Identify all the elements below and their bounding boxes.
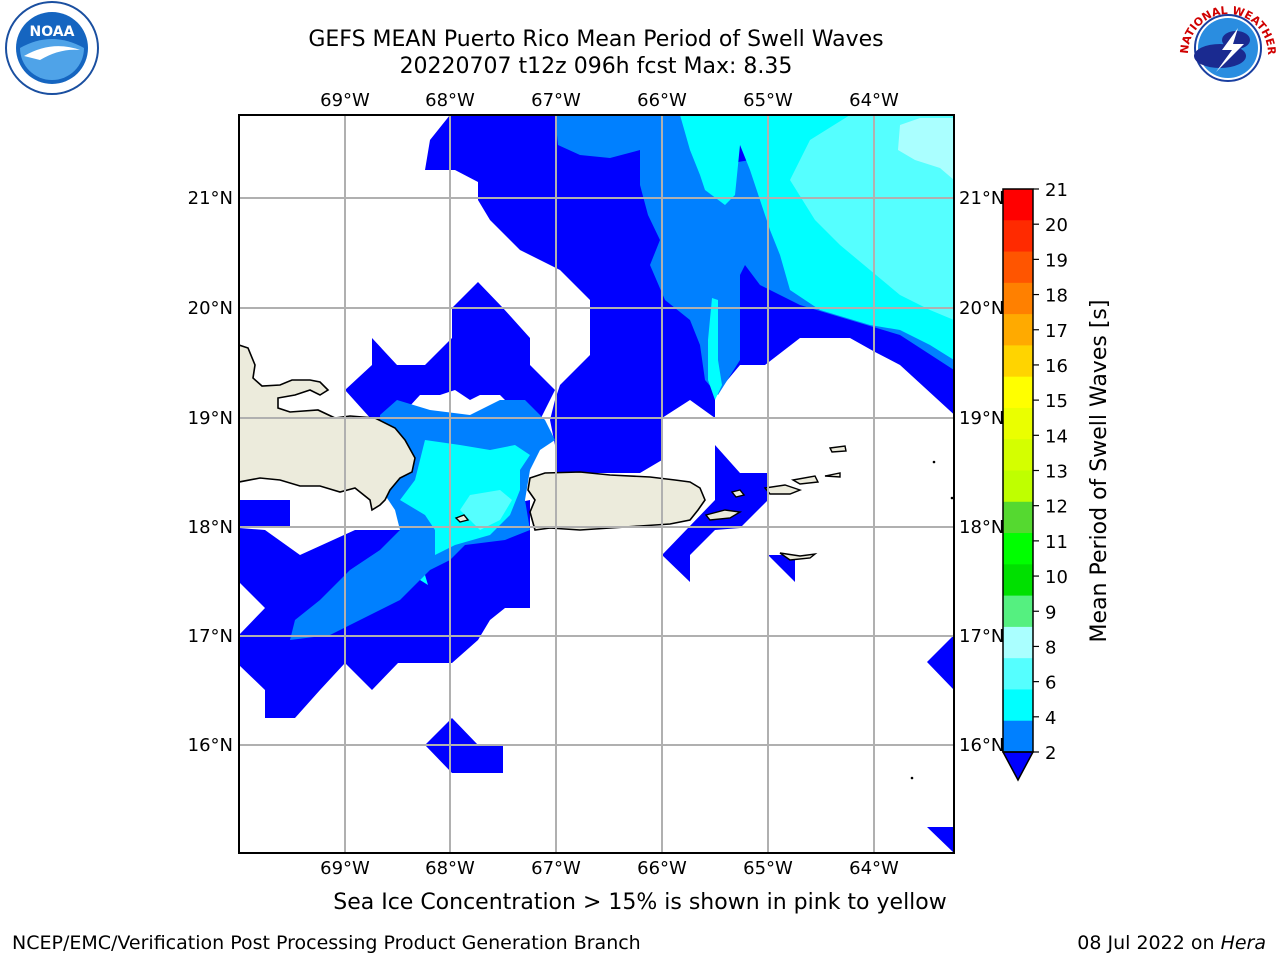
- colorbar-tick-label: 4: [1045, 708, 1056, 729]
- lon-labels-bottom: 69°W 68°W 67°W 66°W 65°W 64°W: [320, 858, 899, 879]
- colorbar-segment: [1003, 189, 1033, 221]
- colorbar-tick-label: 20: [1045, 215, 1068, 236]
- lat-labels-right: 21°N 20°N 19°N 18°N 17°N 16°N: [959, 188, 1004, 756]
- map-gridlines: [239, 115, 954, 853]
- colorbar-tick-label: 15: [1045, 391, 1068, 412]
- noaa-logo-text: NOAA: [30, 24, 75, 40]
- colorbar-tick-label: 14: [1045, 426, 1068, 447]
- land-culebra: [730, 489, 746, 498]
- lon-label: 69°W: [320, 858, 370, 879]
- land-vieques: [704, 509, 743, 521]
- colorbar-segment: [1003, 720, 1033, 753]
- lon-label: 65°W: [743, 858, 793, 879]
- lon-label: 65°W: [743, 90, 793, 111]
- colorbar-extend-triangle: [1001, 751, 1035, 782]
- lat-label: 19°N: [959, 408, 1004, 429]
- noaa-logo: NOAA: [5, 1, 99, 95]
- map-subtitle: 20220707 t12z 096h fcst Max: 8.35: [399, 54, 793, 79]
- lon-label: 68°W: [425, 90, 475, 111]
- colorbar-segment: [1003, 251, 1033, 284]
- colorbar-segment: [1003, 407, 1033, 440]
- lat-label: 21°N: [959, 188, 1004, 209]
- lon-label: 69°W: [320, 90, 370, 111]
- land-virgin-islands: [763, 472, 841, 495]
- lat-label: 21°N: [188, 188, 233, 209]
- colorbar-tick-label: 21: [1045, 180, 1068, 201]
- colorbar-segment: [1003, 314, 1033, 346]
- colorbar-tick-label: 6: [1045, 673, 1056, 694]
- colorbar-segment: [1003, 595, 1033, 628]
- land-anegada: [828, 445, 847, 453]
- nws-logo: NATIONAL WEATHER SERVICE: [0, 0, 1278, 95]
- colorbar-tick-label: 9: [1045, 602, 1056, 623]
- colorbar-tick-label: 16: [1045, 356, 1068, 377]
- lat-label: 19°N: [188, 408, 233, 429]
- footer-credit: NCEP/EMC/Verification Post Processing Pr…: [12, 932, 641, 954]
- map-title: GEFS MEAN Puerto Rico Mean Period of Swe…: [308, 27, 884, 52]
- colorbar-tick-label: 2: [1045, 743, 1056, 764]
- colorbar-tick-label: 12: [1045, 497, 1068, 518]
- lon-label: 64°W: [849, 90, 899, 111]
- lat-label: 20°N: [959, 298, 1004, 319]
- colorbar-tick-label: 8: [1045, 637, 1056, 658]
- map-frame: [238, 114, 955, 854]
- colorbar-segment: [1003, 533, 1033, 565]
- colorbar-tick-label: 19: [1045, 250, 1068, 271]
- svg-text:NATIONAL WEATHER SERVICE: NATIONAL WEATHER SERVICE: [0, 0, 1278, 56]
- colorbar-segment: [1003, 626, 1033, 659]
- swell-field-max: [898, 118, 954, 180]
- lat-label: 16°N: [188, 735, 233, 756]
- lat-label: 17°N: [188, 626, 233, 647]
- lat-label: 16°N: [959, 735, 1004, 756]
- colorbar-segment: [1003, 376, 1033, 409]
- colorbar-label: Mean Period of Swell Waves [s]: [1087, 300, 1112, 643]
- colorbar: [1001, 188, 1035, 782]
- colorbar-segment: [1003, 439, 1033, 471]
- lon-label: 67°W: [531, 858, 581, 879]
- land-st-croix: [779, 552, 818, 561]
- swell-field-light: [460, 115, 954, 530]
- land-puerto-rico: [527, 471, 706, 531]
- lon-label: 64°W: [849, 858, 899, 879]
- colorbar-tick-label: 13: [1045, 462, 1068, 483]
- colorbar-tick-label: 17: [1045, 321, 1068, 342]
- lon-label: 68°W: [425, 858, 475, 879]
- lat-label: 18°N: [188, 517, 233, 538]
- footer-machine: Hera: [1220, 932, 1266, 954]
- colorbar-tick-label: 10: [1045, 567, 1068, 588]
- colorbar-segment: [1003, 220, 1033, 253]
- colorbar-segment: [1003, 470, 1033, 503]
- colorbar-tick-label: 18: [1045, 286, 1068, 307]
- lat-labels-left: 21°N 20°N 19°N 18°N 17°N 16°N: [188, 188, 233, 756]
- map-area: [239, 115, 954, 853]
- footer-date: 08 Jul 2022 on Hera: [1077, 932, 1266, 954]
- colorbar-segment: [1003, 345, 1033, 378]
- colorbar-tick-label: 11: [1045, 532, 1068, 553]
- lon-label: 66°W: [637, 90, 687, 111]
- sea-ice-note: Sea Ice Concentration > 15% is shown in …: [333, 890, 947, 915]
- land-mona-island: [454, 514, 470, 523]
- colorbar-segment: [1003, 689, 1033, 722]
- colorbar-segment: [1003, 658, 1033, 690]
- lon-label: 67°W: [531, 90, 581, 111]
- lon-label: 66°W: [637, 858, 687, 879]
- colorbar-ticks: 21 20 19 18 17 16 15 14 13 12 11 10 9 8 6 4 2: [1033, 180, 1068, 764]
- lat-label: 18°N: [959, 517, 1004, 538]
- colorbar-segment: [1003, 282, 1033, 315]
- lat-label: 17°N: [959, 626, 1004, 647]
- nws-logo-text: NATIONAL WEATHER SERVICE: [0, 0, 1278, 56]
- colorbar-segment: [1003, 501, 1033, 534]
- colorbar-segment: [1003, 564, 1033, 597]
- lon-labels-top: 69°W 68°W 67°W 66°W 65°W 64°W: [320, 90, 899, 111]
- footer-date-text: 08 Jul 2022 on: [1077, 932, 1221, 954]
- lat-label: 20°N: [188, 298, 233, 319]
